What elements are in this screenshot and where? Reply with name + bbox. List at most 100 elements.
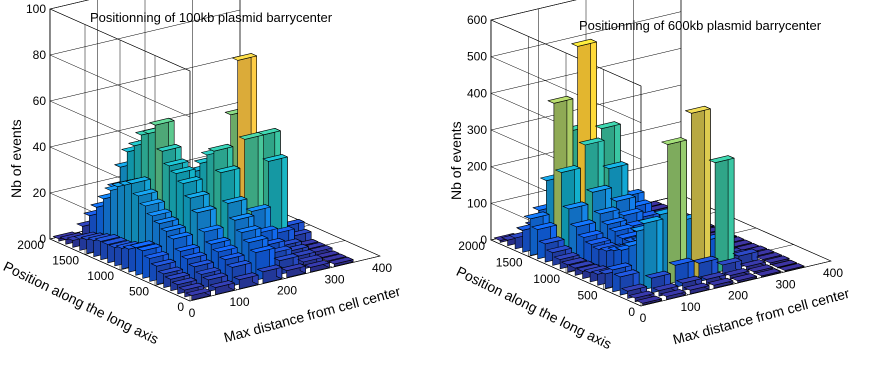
bar-top-face xyxy=(617,208,644,216)
bar-top-face xyxy=(555,165,581,173)
x-tick-label: 100 xyxy=(680,300,700,314)
z-tick-label: 40 xyxy=(33,140,47,154)
bar-top-face xyxy=(708,155,735,163)
bar-top-face xyxy=(139,198,165,207)
bar-top-face xyxy=(215,165,241,173)
x-tick-label: 300 xyxy=(775,277,795,291)
bar-top-face xyxy=(297,254,323,263)
z-axis-label: Nb of events xyxy=(8,119,24,198)
bar-top-face xyxy=(250,245,276,253)
bar-top-face xyxy=(531,222,557,230)
bar-top-face xyxy=(621,283,647,292)
bar-top-face xyxy=(212,244,238,253)
bar-side-face xyxy=(727,155,735,269)
chart-title: Positionning of 100kb plasmid barrycente… xyxy=(90,10,333,25)
x-tick-label: 300 xyxy=(324,272,344,286)
bar-top-face xyxy=(723,268,750,276)
bar-top-face xyxy=(755,268,781,277)
bar-top-face xyxy=(245,204,272,212)
bar-top-face xyxy=(637,216,664,224)
bar xyxy=(685,105,711,279)
chart-600kb-plot: 0 100 200 300 400 500 600 0 100 200 300 400 0 500 1000… xyxy=(458,0,843,325)
bar-top-face xyxy=(229,213,255,221)
bar xyxy=(778,263,805,272)
bar-top-face xyxy=(577,230,604,238)
bar-top-face xyxy=(578,137,605,146)
y-tick-label: 1500 xyxy=(496,256,523,270)
bar-top-face xyxy=(188,259,214,268)
bar xyxy=(233,272,259,290)
z-tick-label: 500 xyxy=(467,50,487,64)
bar-top-face xyxy=(136,243,162,252)
bar-side-face xyxy=(680,137,687,280)
bar-top-face xyxy=(716,257,742,266)
bar-top-face xyxy=(553,252,580,260)
bar-top-face xyxy=(778,263,805,271)
bar-top-face xyxy=(208,143,234,152)
bar-top-face xyxy=(731,273,757,282)
bar xyxy=(747,264,774,275)
bar-top-face xyxy=(171,277,197,286)
bar-top-face xyxy=(132,188,158,197)
bar-top-face xyxy=(601,217,627,225)
bar-top-face xyxy=(568,260,595,269)
bar-top-face xyxy=(692,255,719,264)
bar-top-face xyxy=(321,253,347,262)
z-tick-label: 20 xyxy=(33,186,47,200)
bar xyxy=(280,263,307,278)
bar-top-face xyxy=(94,234,120,242)
bar-top-face xyxy=(571,38,597,47)
bar xyxy=(660,289,686,300)
x-tick-label: 400 xyxy=(372,261,392,275)
bar-top-face xyxy=(602,161,629,169)
bar-top-face xyxy=(256,264,283,273)
x-tick-label: 100 xyxy=(229,295,249,309)
bar-top-face xyxy=(756,252,782,260)
bar xyxy=(683,282,710,295)
bar-top-face xyxy=(163,158,189,167)
bar-top-face xyxy=(170,166,196,174)
y-tick-label: 0 xyxy=(628,305,635,319)
bar-top-face xyxy=(195,267,221,275)
bar-top-face xyxy=(561,257,587,266)
bar-top-face xyxy=(153,216,179,224)
bar-top-face xyxy=(191,205,217,214)
x-tick-label: 0 xyxy=(640,311,647,325)
z-tick-label: 100 xyxy=(467,196,487,210)
bar xyxy=(763,255,790,266)
bar-top-face xyxy=(538,236,565,245)
bar-top-face xyxy=(156,144,182,152)
bar xyxy=(708,155,735,274)
bar xyxy=(636,295,662,306)
bar-top-face xyxy=(660,289,686,297)
chart-600kb: 0 100 200 300 400 500 600 0 100 200 300 400 0 500 1000… xyxy=(439,0,878,366)
bar-top-face xyxy=(562,201,589,210)
bar-top-face xyxy=(645,270,671,279)
bar-top-face xyxy=(205,237,231,245)
y-tick-label: 500 xyxy=(129,285,149,299)
bar-top-face xyxy=(150,258,176,267)
bar-top-face xyxy=(661,137,687,145)
bar-top-face xyxy=(125,176,151,184)
bar-top-face xyxy=(668,257,695,266)
bar-top-face xyxy=(164,271,190,280)
chart-100kb-plot: 0204060801000100200300400050010001500200… xyxy=(17,0,392,320)
bar xyxy=(304,260,330,273)
bar-top-face xyxy=(546,245,572,253)
y-tick-label: 1500 xyxy=(52,254,79,268)
bar xyxy=(731,273,757,283)
bar-top-face xyxy=(129,240,155,248)
grid-line xyxy=(640,260,832,307)
z-tick-label: 600 xyxy=(467,13,487,27)
bar-top-face xyxy=(328,256,354,265)
bar xyxy=(707,277,734,289)
bar xyxy=(661,137,687,285)
bar-top-face xyxy=(593,206,620,215)
bar-top-face xyxy=(747,264,774,273)
grid-line xyxy=(189,255,381,302)
y-tick-label: 2000 xyxy=(458,239,485,253)
z-axis-label: Nb of events xyxy=(448,121,464,200)
bar-top-face xyxy=(523,211,550,220)
bar-top-face xyxy=(143,251,169,259)
bar-top-face xyxy=(231,53,258,61)
